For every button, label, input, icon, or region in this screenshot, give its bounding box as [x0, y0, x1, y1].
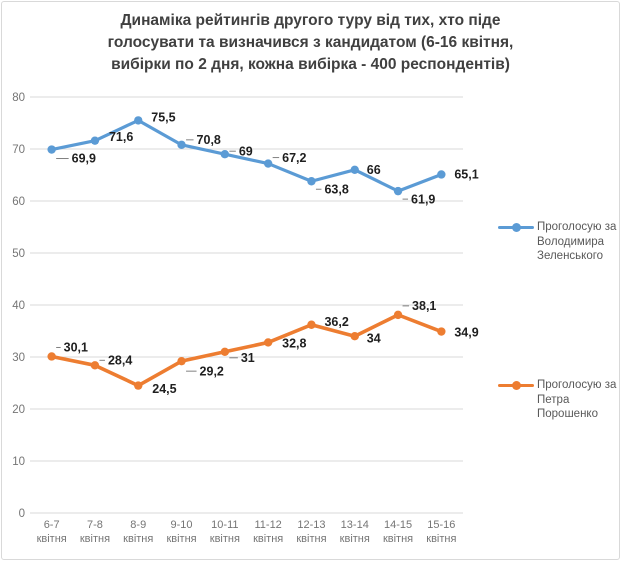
title-line-2: голосувати та визначився з кандидатом (6…: [107, 34, 514, 51]
x-axis-label: 6-7 квітня: [37, 519, 67, 545]
y-axis-label: 60: [12, 196, 25, 208]
data-label: 34,9: [454, 326, 478, 340]
data-point: [134, 116, 143, 125]
legend-marker-zelensky: [498, 220, 534, 235]
data-point: [90, 361, 100, 370]
data-label: 70,8: [197, 133, 221, 147]
data-point: [263, 159, 273, 168]
data-point: [437, 170, 446, 179]
data-point: [47, 352, 56, 361]
y-axis-label: 80: [12, 92, 25, 104]
data-label: 31: [241, 351, 255, 365]
data-point: [90, 136, 100, 145]
data-label: 66: [367, 163, 381, 177]
x-axis-label: 8-9 квітня: [123, 519, 153, 545]
x-axis-label: 11-12 квітня: [253, 519, 283, 545]
data-label: 32,8: [282, 337, 306, 351]
data-label: 29,2: [200, 364, 224, 378]
series-line-1: [49, 313, 444, 388]
x-axis-label: 10-11 квітня: [210, 519, 240, 545]
legend-marker-poroshenko: [498, 378, 534, 393]
legend-item-zelensky: Проголосую за Володимира Зеленського: [498, 220, 625, 264]
chart-frame: [1, 1, 620, 560]
legend-label-poroshenko: Проголосую за Петра Порошенко: [537, 379, 617, 420]
title-line-3: вибірки по 2 дня, кожна вибірка - 400 ре…: [111, 56, 510, 73]
title-line-1: Динаміка рейтингів другого туру від тих,…: [120, 12, 501, 29]
data-label: 65,1: [454, 168, 478, 182]
data-point: [307, 320, 316, 329]
data-point: [220, 347, 230, 356]
data-label: 34: [367, 331, 381, 345]
y-axis-label: 10: [12, 456, 25, 468]
x-axis-label: 7-8 квітня: [80, 519, 110, 545]
legend-item-poroshenko: Проголосую за Петра Порошенко: [498, 378, 625, 422]
data-point: [350, 165, 359, 174]
data-label: 67,2: [282, 151, 306, 165]
data-point: [437, 327, 446, 336]
data-point: [220, 150, 230, 159]
data-label: 75,5: [151, 111, 175, 125]
data-point: [307, 177, 316, 186]
x-axis-label: 9-10 квітня: [166, 519, 196, 545]
data-point: [47, 145, 56, 154]
data-label: 30,1: [64, 341, 88, 355]
data-label: 69: [239, 144, 253, 158]
y-axis-label: 40: [12, 300, 25, 312]
y-axis-label: 70: [12, 144, 25, 156]
data-label: 69,9: [72, 152, 96, 166]
y-axis-label: 50: [12, 248, 25, 260]
data-label: 36,2: [324, 315, 348, 329]
x-axis-label: 12-13 квітня: [296, 519, 326, 545]
y-axis-label: 20: [12, 404, 25, 416]
x-axis-label: 14-15 квітня: [383, 519, 413, 545]
legend-dot-icon: [512, 381, 521, 390]
data-point: [393, 310, 403, 320]
data-label: 63,8: [324, 182, 348, 196]
data-point: [263, 338, 273, 347]
data-label: 28,4: [108, 354, 132, 368]
data-label: 71,6: [109, 130, 133, 144]
x-axis-label: 15-16 квітня: [426, 519, 456, 545]
data-label: 38,1: [412, 299, 436, 313]
y-axis-label: 30: [12, 352, 25, 364]
data-point: [134, 381, 143, 390]
chart-title: Динаміка рейтингів другого туру від тих,…: [10, 10, 611, 76]
data-point: [177, 140, 186, 150]
data-point: [350, 332, 359, 341]
data-point: [393, 186, 403, 196]
data-point: [177, 356, 186, 366]
series-line-0: [50, 118, 443, 193]
data-label: 61,9: [411, 192, 435, 206]
legend-dot-icon: [512, 223, 521, 232]
y-axis-label: 0: [19, 508, 25, 520]
data-label: 24,5: [152, 382, 176, 396]
x-axis-label: 13-14 квітня: [340, 519, 370, 545]
legend-label-zelensky: Проголосую за Володимира Зеленського: [537, 221, 617, 262]
